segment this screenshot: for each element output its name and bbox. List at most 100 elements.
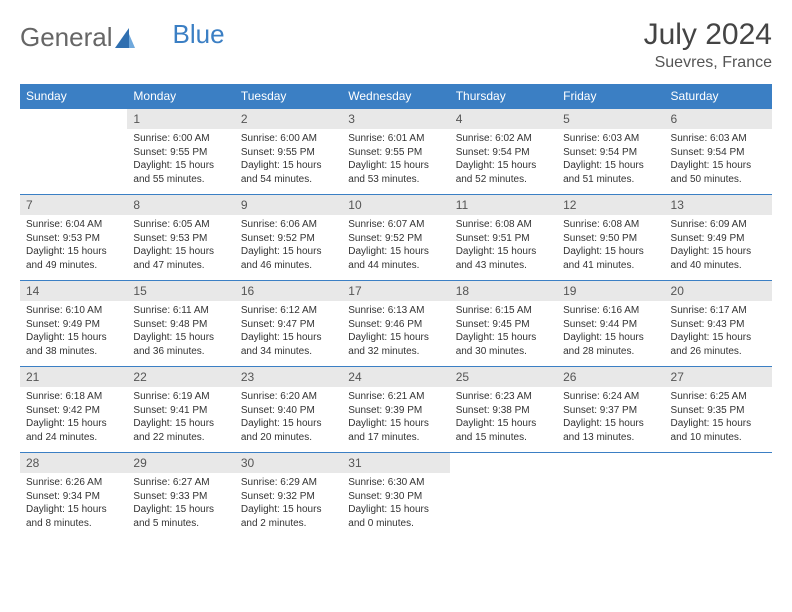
day-details: Sunrise: 6:01 AMSunset: 9:55 PMDaylight:… [342, 129, 449, 192]
calendar-cell: 26Sunrise: 6:24 AMSunset: 9:37 PMDayligh… [557, 367, 664, 453]
daylight-line: Daylight: 15 hours and 41 minutes. [563, 245, 658, 272]
sunrise-line: Sunrise: 6:03 AM [563, 132, 658, 146]
day-details: Sunrise: 6:06 AMSunset: 9:52 PMDaylight:… [235, 215, 342, 278]
sunrise-line: Sunrise: 6:25 AM [671, 390, 766, 404]
daylight-line: Daylight: 15 hours and 50 minutes. [671, 159, 766, 186]
calendar-cell: 8Sunrise: 6:05 AMSunset: 9:53 PMDaylight… [127, 195, 234, 281]
title-block: July 2024 Suevres, France [644, 18, 772, 72]
sunset-line: Sunset: 9:34 PM [26, 490, 121, 504]
day-number [665, 453, 772, 459]
calendar-cell: 5Sunrise: 6:03 AMSunset: 9:54 PMDaylight… [557, 109, 664, 195]
page-header: General Blue July 2024 Suevres, France [20, 18, 772, 72]
day-details: Sunrise: 6:12 AMSunset: 9:47 PMDaylight:… [235, 301, 342, 364]
daylight-line: Daylight: 15 hours and 47 minutes. [133, 245, 228, 272]
daylight-line: Daylight: 15 hours and 24 minutes. [26, 417, 121, 444]
day-number [20, 109, 127, 115]
day-details: Sunrise: 6:18 AMSunset: 9:42 PMDaylight:… [20, 387, 127, 450]
day-number: 31 [342, 453, 449, 473]
calendar-cell: 7Sunrise: 6:04 AMSunset: 9:53 PMDaylight… [20, 195, 127, 281]
calendar-cell: 21Sunrise: 6:18 AMSunset: 9:42 PMDayligh… [20, 367, 127, 453]
day-details: Sunrise: 6:00 AMSunset: 9:55 PMDaylight:… [235, 129, 342, 192]
sunset-line: Sunset: 9:40 PM [241, 404, 336, 418]
sunset-line: Sunset: 9:33 PM [133, 490, 228, 504]
sunrise-line: Sunrise: 6:27 AM [133, 476, 228, 490]
day-number: 10 [342, 195, 449, 215]
daylight-line: Daylight: 15 hours and 13 minutes. [563, 417, 658, 444]
calendar-cell: 13Sunrise: 6:09 AMSunset: 9:49 PMDayligh… [665, 195, 772, 281]
calendar-table: Sunday Monday Tuesday Wednesday Thursday… [20, 84, 772, 539]
calendar-cell: 2Sunrise: 6:00 AMSunset: 9:55 PMDaylight… [235, 109, 342, 195]
calendar-cell: 12Sunrise: 6:08 AMSunset: 9:50 PMDayligh… [557, 195, 664, 281]
day-number: 30 [235, 453, 342, 473]
daylight-line: Daylight: 15 hours and 22 minutes. [133, 417, 228, 444]
day-number: 2 [235, 109, 342, 129]
day-details: Sunrise: 6:16 AMSunset: 9:44 PMDaylight:… [557, 301, 664, 364]
day-details: Sunrise: 6:13 AMSunset: 9:46 PMDaylight:… [342, 301, 449, 364]
day-details: Sunrise: 6:00 AMSunset: 9:55 PMDaylight:… [127, 129, 234, 192]
day-number: 28 [20, 453, 127, 473]
sunrise-line: Sunrise: 6:13 AM [348, 304, 443, 318]
daylight-line: Daylight: 15 hours and 26 minutes. [671, 331, 766, 358]
sunset-line: Sunset: 9:35 PM [671, 404, 766, 418]
day-number: 3 [342, 109, 449, 129]
day-number: 24 [342, 367, 449, 387]
sunset-line: Sunset: 9:55 PM [241, 146, 336, 160]
sunset-line: Sunset: 9:41 PM [133, 404, 228, 418]
sunrise-line: Sunrise: 6:21 AM [348, 390, 443, 404]
daylight-line: Daylight: 15 hours and 44 minutes. [348, 245, 443, 272]
logo-sail-icon [115, 28, 135, 50]
calendar-cell: 17Sunrise: 6:13 AMSunset: 9:46 PMDayligh… [342, 281, 449, 367]
sunrise-line: Sunrise: 6:00 AM [133, 132, 228, 146]
weekday-header: Tuesday [235, 84, 342, 109]
day-number: 19 [557, 281, 664, 301]
day-number: 11 [450, 195, 557, 215]
calendar-cell [450, 453, 557, 539]
day-number: 12 [557, 195, 664, 215]
sunrise-line: Sunrise: 6:00 AM [241, 132, 336, 146]
daylight-line: Daylight: 15 hours and 53 minutes. [348, 159, 443, 186]
day-details: Sunrise: 6:08 AMSunset: 9:51 PMDaylight:… [450, 215, 557, 278]
day-details: Sunrise: 6:03 AMSunset: 9:54 PMDaylight:… [665, 129, 772, 192]
calendar-cell: 11Sunrise: 6:08 AMSunset: 9:51 PMDayligh… [450, 195, 557, 281]
sunset-line: Sunset: 9:45 PM [456, 318, 551, 332]
day-number: 20 [665, 281, 772, 301]
sunset-line: Sunset: 9:49 PM [26, 318, 121, 332]
sunset-line: Sunset: 9:52 PM [348, 232, 443, 246]
calendar-cell: 9Sunrise: 6:06 AMSunset: 9:52 PMDaylight… [235, 195, 342, 281]
day-details: Sunrise: 6:11 AMSunset: 9:48 PMDaylight:… [127, 301, 234, 364]
sunrise-line: Sunrise: 6:17 AM [671, 304, 766, 318]
calendar-cell: 14Sunrise: 6:10 AMSunset: 9:49 PMDayligh… [20, 281, 127, 367]
sunset-line: Sunset: 9:42 PM [26, 404, 121, 418]
day-details: Sunrise: 6:26 AMSunset: 9:34 PMDaylight:… [20, 473, 127, 536]
sunset-line: Sunset: 9:44 PM [563, 318, 658, 332]
day-number: 26 [557, 367, 664, 387]
daylight-line: Daylight: 15 hours and 20 minutes. [241, 417, 336, 444]
calendar-row: 14Sunrise: 6:10 AMSunset: 9:49 PMDayligh… [20, 281, 772, 367]
sunset-line: Sunset: 9:48 PM [133, 318, 228, 332]
calendar-cell: 15Sunrise: 6:11 AMSunset: 9:48 PMDayligh… [127, 281, 234, 367]
calendar-cell: 3Sunrise: 6:01 AMSunset: 9:55 PMDaylight… [342, 109, 449, 195]
daylight-line: Daylight: 15 hours and 43 minutes. [456, 245, 551, 272]
month-title: July 2024 [644, 18, 772, 52]
daylight-line: Daylight: 15 hours and 40 minutes. [671, 245, 766, 272]
day-details: Sunrise: 6:08 AMSunset: 9:50 PMDaylight:… [557, 215, 664, 278]
sunset-line: Sunset: 9:49 PM [671, 232, 766, 246]
day-number [450, 453, 557, 459]
daylight-line: Daylight: 15 hours and 46 minutes. [241, 245, 336, 272]
daylight-line: Daylight: 15 hours and 5 minutes. [133, 503, 228, 530]
day-number: 14 [20, 281, 127, 301]
daylight-line: Daylight: 15 hours and 55 minutes. [133, 159, 228, 186]
sunrise-line: Sunrise: 6:16 AM [563, 304, 658, 318]
daylight-line: Daylight: 15 hours and 36 minutes. [133, 331, 228, 358]
day-details: Sunrise: 6:02 AMSunset: 9:54 PMDaylight:… [450, 129, 557, 192]
day-details: Sunrise: 6:05 AMSunset: 9:53 PMDaylight:… [127, 215, 234, 278]
sunrise-line: Sunrise: 6:04 AM [26, 218, 121, 232]
calendar-cell: 23Sunrise: 6:20 AMSunset: 9:40 PMDayligh… [235, 367, 342, 453]
day-number [557, 453, 664, 459]
logo-text-1: General [20, 22, 113, 53]
sunrise-line: Sunrise: 6:11 AM [133, 304, 228, 318]
day-details: Sunrise: 6:09 AMSunset: 9:49 PMDaylight:… [665, 215, 772, 278]
sunset-line: Sunset: 9:53 PM [26, 232, 121, 246]
day-details: Sunrise: 6:07 AMSunset: 9:52 PMDaylight:… [342, 215, 449, 278]
sunset-line: Sunset: 9:54 PM [456, 146, 551, 160]
